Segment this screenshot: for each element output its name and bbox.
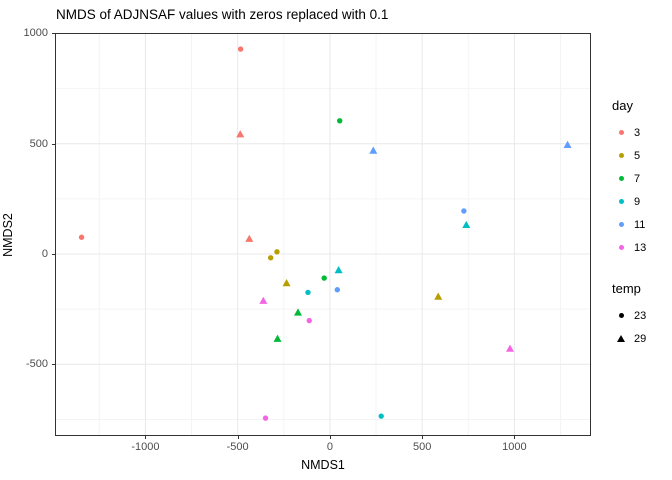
data-point-day5-temp29 bbox=[434, 292, 443, 300]
y-tick-mark bbox=[52, 364, 55, 366]
legend-day-item-9: 9 bbox=[612, 190, 670, 213]
legend-day-item-7: 7 bbox=[612, 167, 670, 190]
x-tick-label: -500 bbox=[226, 441, 249, 453]
legend-temp-group: temp 23 29 bbox=[612, 281, 670, 350]
data-point-day13-temp23 bbox=[262, 415, 269, 421]
legend-day-swatch-icon bbox=[612, 245, 630, 250]
y-tick-label: 1000 bbox=[23, 27, 48, 40]
legend-day-item-11: 11 bbox=[612, 213, 670, 236]
data-point-day9-temp23 bbox=[305, 289, 311, 296]
x-tick-mark bbox=[329, 436, 331, 439]
x-axis-title: NMDS1 bbox=[301, 458, 345, 472]
circle-icon bbox=[618, 199, 624, 204]
circle-icon bbox=[618, 153, 624, 158]
legend-day-item-5: 5 bbox=[612, 144, 670, 167]
data-point-day13-temp23 bbox=[306, 317, 312, 324]
x-tick-mark bbox=[237, 436, 239, 439]
triangle-icon bbox=[617, 335, 625, 342]
legend-temp-swatch-icon bbox=[612, 335, 630, 342]
data-point-day7-temp23 bbox=[321, 275, 327, 281]
data-point-day5-temp29 bbox=[282, 279, 291, 287]
legend-temp-item-23: 23 bbox=[612, 304, 670, 327]
circle-icon bbox=[618, 176, 624, 181]
legend-day-label: 7 bbox=[634, 172, 641, 185]
data-point-day5-temp23 bbox=[274, 249, 280, 255]
data-point-day3-temp29 bbox=[236, 130, 245, 138]
legend-day-label: 11 bbox=[634, 218, 646, 231]
data-point-day11-temp29 bbox=[563, 140, 572, 148]
circle-icon bbox=[618, 130, 624, 135]
legend-temp-swatch-icon bbox=[612, 313, 630, 318]
x-tick-mark bbox=[514, 436, 516, 439]
circle-icon bbox=[618, 222, 624, 227]
data-point-day5-temp23 bbox=[267, 255, 274, 261]
legend-day-swatch-icon bbox=[612, 153, 630, 158]
data-point-day11-temp29 bbox=[369, 146, 378, 154]
data-point-day7-temp23 bbox=[336, 118, 343, 124]
legend-day-label: 13 bbox=[634, 241, 647, 254]
legend-day-item-13: 13 bbox=[612, 236, 670, 259]
x-tick-label: 500 bbox=[412, 441, 432, 453]
circle-icon bbox=[618, 313, 624, 318]
y-tick-mark bbox=[52, 33, 55, 35]
plot-panel bbox=[55, 33, 591, 436]
y-tick-label: 500 bbox=[29, 137, 48, 150]
legend: day 3 5 7 9 11 13 temp 23 29 bbox=[612, 98, 670, 350]
legend-day-title: day bbox=[612, 98, 633, 113]
legend-day-label: 9 bbox=[634, 195, 641, 208]
x-tick-mark bbox=[145, 436, 147, 439]
data-point-day3-temp23 bbox=[237, 46, 244, 52]
data-point-day13-temp29 bbox=[506, 344, 515, 352]
legend-temp-label: 23 bbox=[634, 309, 647, 322]
circle-icon bbox=[618, 245, 624, 250]
y-tick-mark bbox=[52, 143, 55, 145]
y-tick-mark bbox=[52, 254, 55, 256]
legend-day-group: day 3 5 7 9 11 13 bbox=[612, 98, 670, 259]
data-point-day9-temp29 bbox=[462, 220, 471, 229]
y-tick-label: 0 bbox=[41, 248, 48, 261]
legend-day-swatch-icon bbox=[612, 130, 630, 135]
data-point-day11-temp23 bbox=[461, 208, 467, 214]
legend-day-label: 5 bbox=[634, 149, 641, 162]
data-point-day3-temp23 bbox=[78, 234, 85, 240]
y-tick-label: -500 bbox=[25, 358, 48, 371]
legend-temp-title: temp bbox=[612, 281, 641, 296]
legend-day-swatch-icon bbox=[612, 176, 630, 181]
chart-title: NMDS of ADJNSAF values with zeros replac… bbox=[56, 7, 389, 22]
x-tick-label: -1000 bbox=[131, 441, 160, 453]
x-tick-label: 1000 bbox=[502, 441, 527, 453]
plot-canvas bbox=[56, 34, 590, 435]
data-point-day9-temp23 bbox=[378, 413, 384, 419]
data-point-day3-temp29 bbox=[245, 234, 254, 242]
data-point-day7-temp29 bbox=[293, 308, 302, 316]
x-tick-label: 0 bbox=[326, 441, 333, 453]
legend-temp-item-29: 29 bbox=[612, 327, 670, 350]
y-axis-title: NMDS2 bbox=[1, 213, 15, 257]
data-point-day13-temp29 bbox=[259, 296, 268, 304]
data-point-day11-temp23 bbox=[334, 287, 340, 293]
legend-day-label: 3 bbox=[634, 126, 641, 139]
legend-day-swatch-icon bbox=[612, 199, 630, 204]
data-point-day7-temp29 bbox=[273, 334, 282, 342]
x-tick-mark bbox=[422, 436, 424, 439]
legend-temp-label: 29 bbox=[634, 332, 647, 345]
legend-day-item-3: 3 bbox=[612, 121, 670, 144]
data-point-day9-temp29 bbox=[334, 266, 343, 274]
legend-day-swatch-icon bbox=[612, 222, 630, 227]
